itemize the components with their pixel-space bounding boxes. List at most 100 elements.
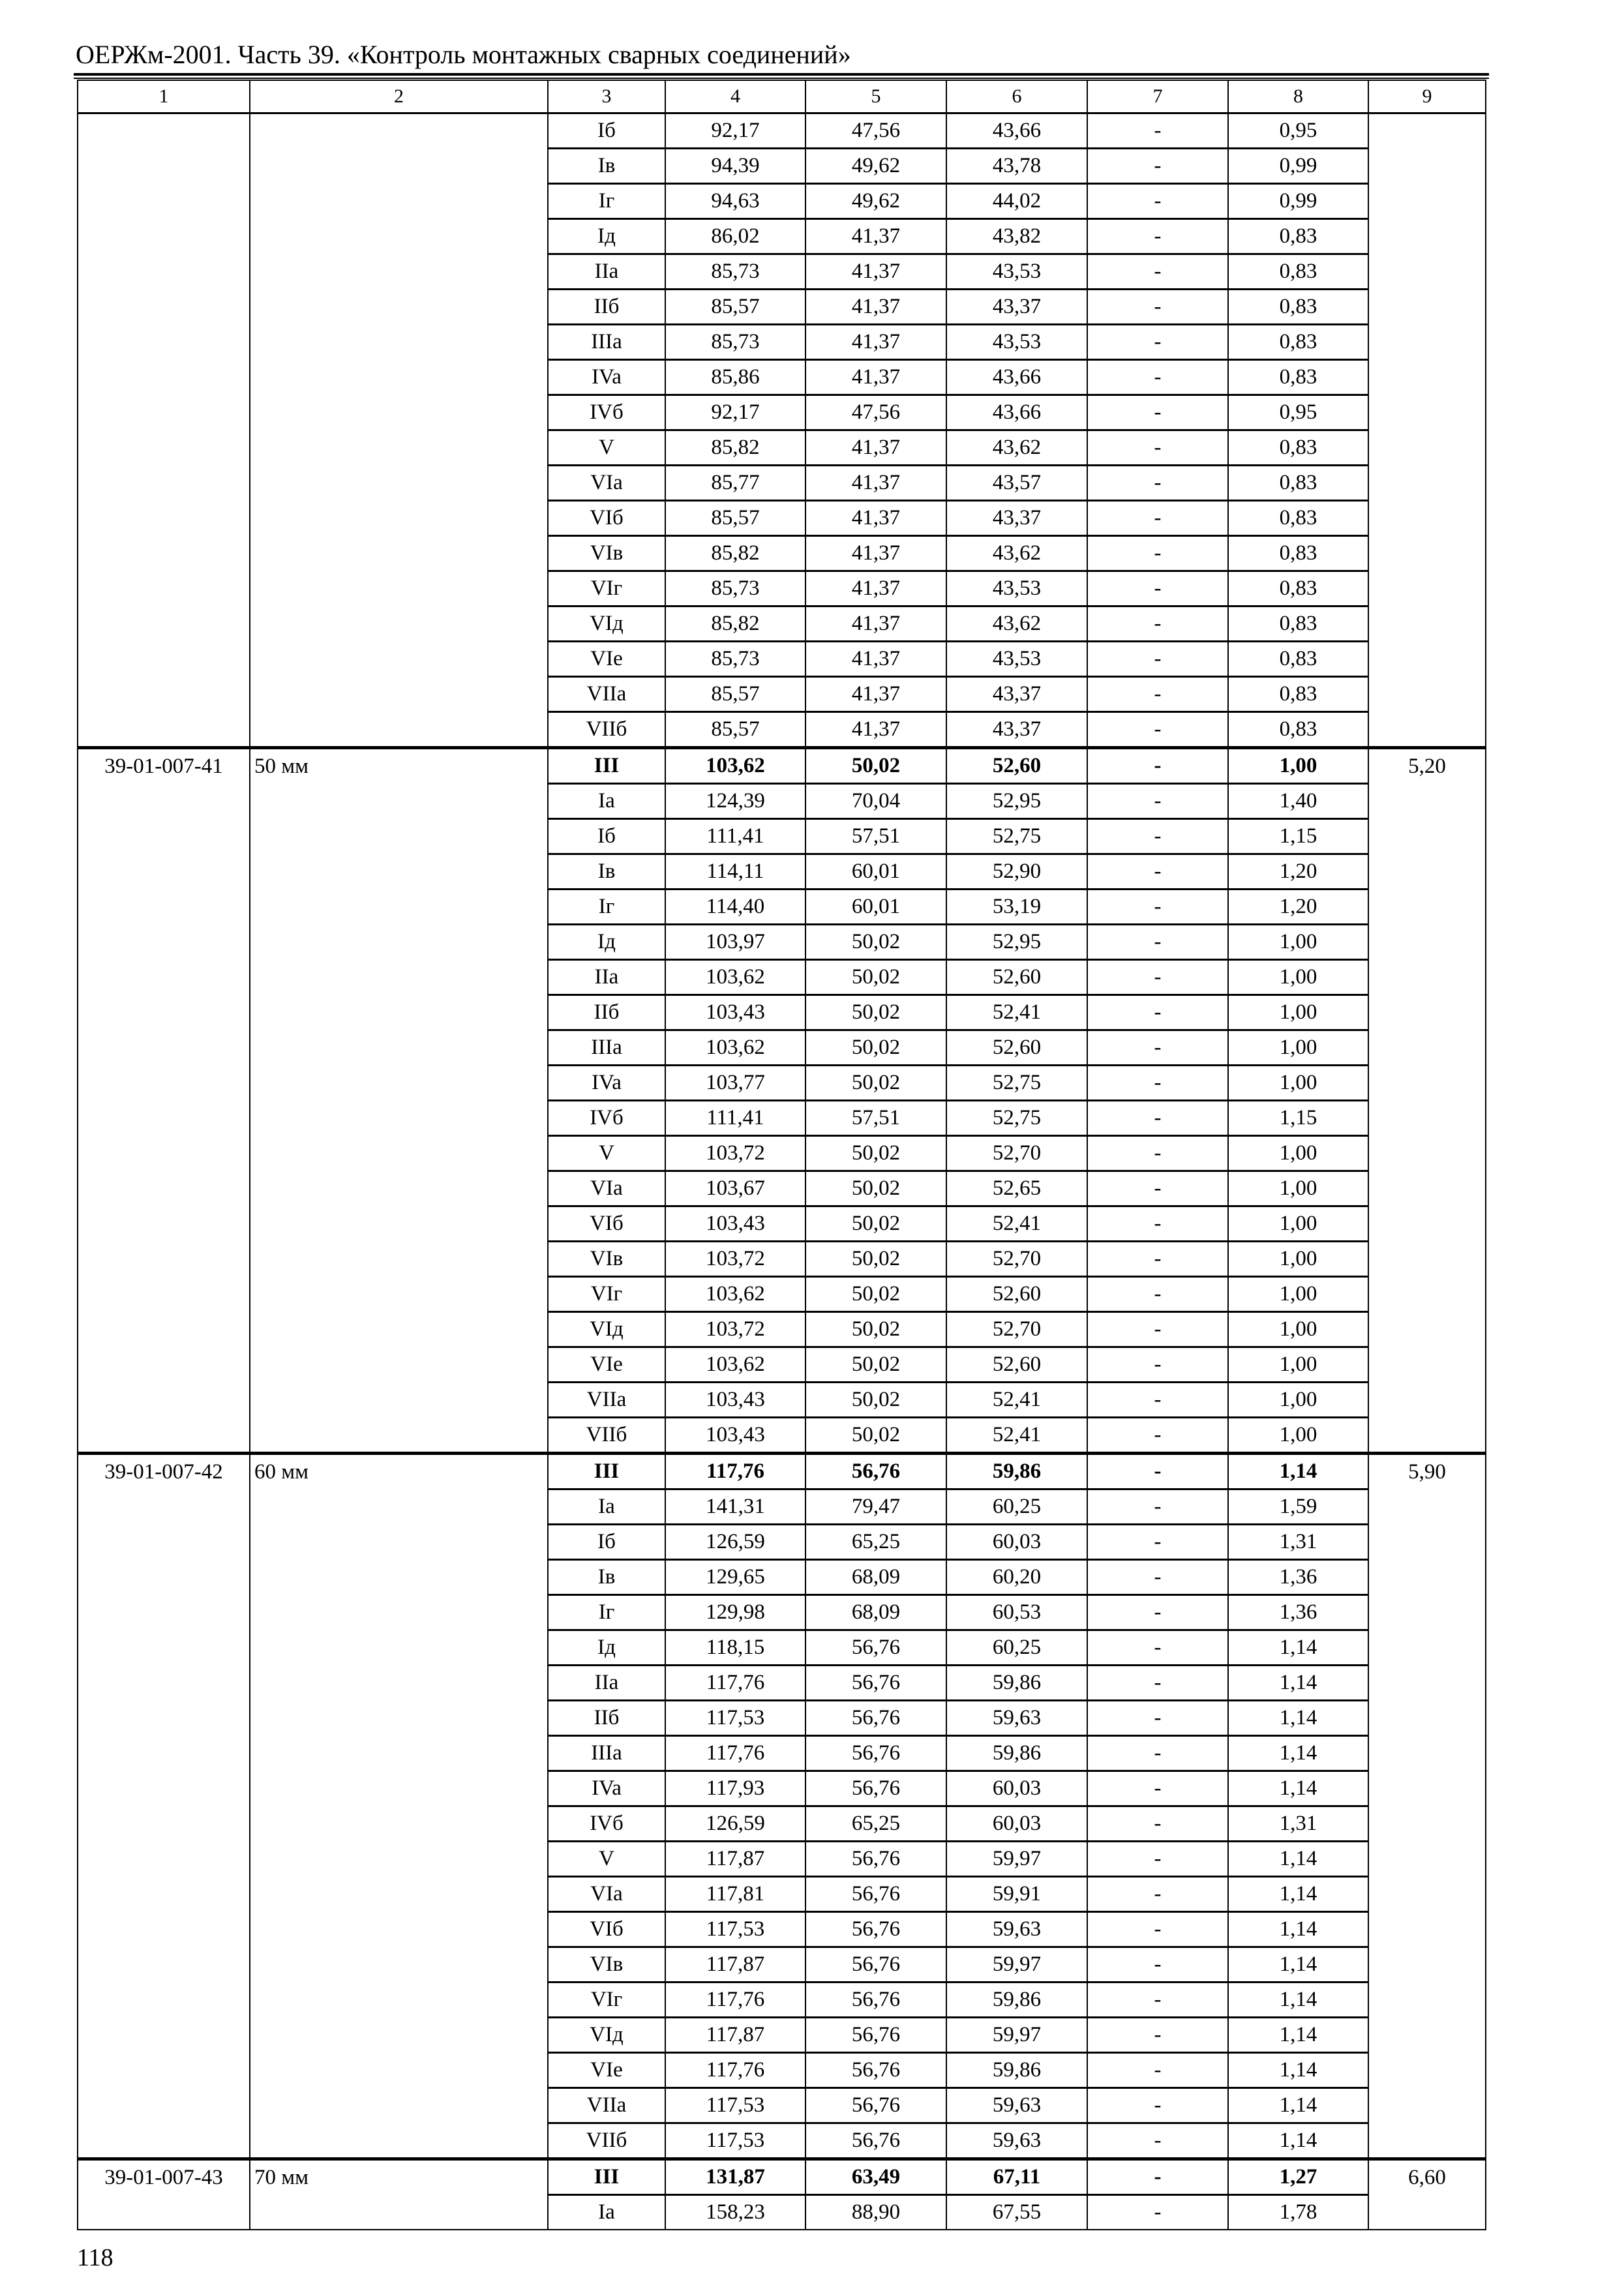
value-cell-col6: 52,60 xyxy=(946,746,1088,785)
value-cell-col4: 118,15 xyxy=(665,1629,806,1666)
value-cell-col3: Iв xyxy=(547,853,666,890)
table-row: Iд 103,97 50,02 52,95-1,00 xyxy=(78,923,1486,961)
value-cell-col3: Iд xyxy=(547,923,666,961)
value-cell-col3: IIб xyxy=(547,1699,666,1737)
value-cell-col5: 41,37 xyxy=(805,535,947,572)
value-cell-col6: 43,62 xyxy=(946,429,1088,466)
value-cell-col7: - xyxy=(1087,994,1229,1031)
table-row: VIa 103,67 50,02 52,65-1,00 xyxy=(78,1170,1486,1207)
value-cell-col7: - xyxy=(1087,1240,1229,1278)
value-cell-col7: - xyxy=(1087,359,1229,396)
value-cell-col3: IVб xyxy=(547,394,666,431)
value-cell-col4: 103,72 xyxy=(665,1240,806,1278)
value-cell-col8: 1,14 xyxy=(1227,1735,1369,1772)
value-cell-col6: 60,25 xyxy=(946,1629,1088,1666)
value-cell-col8: 1,14 xyxy=(1227,1629,1369,1666)
value-cell-col8: 0,83 xyxy=(1227,676,1369,713)
value-cell-col6: 59,97 xyxy=(946,1840,1088,1878)
value-cell-col4: 117,53 xyxy=(665,2122,806,2160)
value-cell-col5: 56,76 xyxy=(805,1840,947,1878)
value-cell-col4: 92,17 xyxy=(665,112,806,149)
value-cell-col6: 43,82 xyxy=(946,218,1088,255)
value-cell-col5: 56,76 xyxy=(805,2052,947,2089)
value-cell-col8: 1,00 xyxy=(1227,1064,1369,1101)
value-cell-col8: 0,83 xyxy=(1227,605,1369,642)
table-row: Iд 118,15 56,76 60,25-1,14 xyxy=(78,1629,1486,1666)
col9-cell: 5,90 xyxy=(1368,1452,1486,2160)
value-cell-col8: 1,00 xyxy=(1227,1416,1369,1454)
value-cell-col7: - xyxy=(1087,112,1229,149)
table-row: Iв 114,11 60,01 52,90-1,20 xyxy=(78,853,1486,890)
value-cell-col5: 41,37 xyxy=(805,605,947,642)
table-row: VIIб 103,43 50,02 52,41-1,00 xyxy=(78,1416,1486,1454)
value-cell-col3: Ia xyxy=(547,783,666,820)
value-cell-col7: - xyxy=(1087,1381,1229,1418)
value-cell-col3: III xyxy=(547,2157,666,2196)
value-cell-col4: 85,82 xyxy=(665,429,806,466)
col9-cell: 6,60 xyxy=(1368,2157,1486,2230)
value-cell-col3: VIг xyxy=(547,1276,666,1313)
value-cell-col8: 1,00 xyxy=(1227,994,1369,1031)
value-cell-col4: 94,39 xyxy=(665,147,806,185)
value-cell-col7: - xyxy=(1087,888,1229,925)
value-cell-col3: IIa xyxy=(547,1664,666,1701)
value-cell-col6: 43,66 xyxy=(946,394,1088,431)
table-row: VIIб 117,53 56,76 59,63-1,14 xyxy=(78,2122,1486,2160)
value-cell-col4: 117,53 xyxy=(665,1699,806,1737)
value-cell-col4: 85,73 xyxy=(665,253,806,290)
value-cell-col7: - xyxy=(1087,1452,1229,1490)
value-cell-col7: - xyxy=(1087,1135,1229,1172)
value-cell-col3: VIIб xyxy=(547,1416,666,1454)
table-row: VIд 103,72 50,02 52,70-1,00 xyxy=(78,1311,1486,1348)
value-cell-col6: 59,86 xyxy=(946,1452,1088,1490)
value-cell-col8: 1,15 xyxy=(1227,818,1369,855)
table-row: VIe 85,73 41,37 43,53-0,83 xyxy=(78,640,1486,678)
value-cell-col4: 111,41 xyxy=(665,1100,806,1137)
value-cell-col6: 52,60 xyxy=(946,1346,1088,1383)
value-cell-col3: VIa xyxy=(547,464,666,501)
value-cell-col5: 50,02 xyxy=(805,1064,947,1101)
value-cell-col7: - xyxy=(1087,183,1229,220)
value-cell-col4: 85,73 xyxy=(665,323,806,361)
value-cell-col4: 85,57 xyxy=(665,288,806,325)
value-cell-col5: 56,76 xyxy=(805,1452,947,1490)
value-cell-col7: - xyxy=(1087,394,1229,431)
value-cell-col4: 117,53 xyxy=(665,2087,806,2124)
value-cell-col5: 68,09 xyxy=(805,1559,947,1596)
value-cell-col6: 60,03 xyxy=(946,1805,1088,1842)
page-number: 118 xyxy=(77,2244,113,2271)
value-cell-col8: 0,95 xyxy=(1227,394,1369,431)
value-cell-col4: 114,40 xyxy=(665,888,806,925)
value-cell-col8: 1,14 xyxy=(1227,2052,1369,2089)
value-cell-col6: 43,62 xyxy=(946,605,1088,642)
value-cell-col6: 59,91 xyxy=(946,1876,1088,1913)
table-row: IVб 111,41 57,51 52,75-1,15 xyxy=(78,1100,1486,1137)
table-row: VIг 103,62 50,02 52,60-1,00 xyxy=(78,1276,1486,1313)
value-cell-col5: 57,51 xyxy=(805,818,947,855)
value-cell-col8: 1,00 xyxy=(1227,1135,1369,1172)
value-cell-col3: IVa xyxy=(547,359,666,396)
value-cell-col6: 59,97 xyxy=(946,1946,1088,1983)
value-cell-col6: 60,03 xyxy=(946,1523,1088,1561)
value-cell-col4: 114,11 xyxy=(665,853,806,890)
document-title: ОЕРЖм-2001. Часть 39. «Контроль монтажны… xyxy=(76,40,851,69)
value-cell-col5: 50,02 xyxy=(805,746,947,785)
value-cell-col4: 129,65 xyxy=(665,1559,806,1596)
value-cell-col4: 117,76 xyxy=(665,1664,806,1701)
value-cell-col6: 60,20 xyxy=(946,1559,1088,1596)
value-cell-col5: 41,37 xyxy=(805,218,947,255)
value-cell-col4: 129,98 xyxy=(665,1594,806,1631)
value-cell-col6: 52,95 xyxy=(946,923,1088,961)
value-cell-col5: 56,76 xyxy=(805,1981,947,2018)
value-cell-col7: - xyxy=(1087,2194,1229,2230)
value-cell-col4: 117,87 xyxy=(665,2016,806,2054)
value-cell-col3: VIe xyxy=(547,640,666,678)
value-cell-col6: 59,86 xyxy=(946,2052,1088,2089)
value-cell-col5: 65,25 xyxy=(805,1523,947,1561)
value-cell-col8: 1,14 xyxy=(1227,1770,1369,1807)
value-cell-col7: - xyxy=(1087,1488,1229,1525)
value-cell-col3: VIIб xyxy=(547,711,666,749)
value-cell-col5: 50,02 xyxy=(805,1240,947,1278)
value-cell-col3: VIд xyxy=(547,2016,666,2054)
